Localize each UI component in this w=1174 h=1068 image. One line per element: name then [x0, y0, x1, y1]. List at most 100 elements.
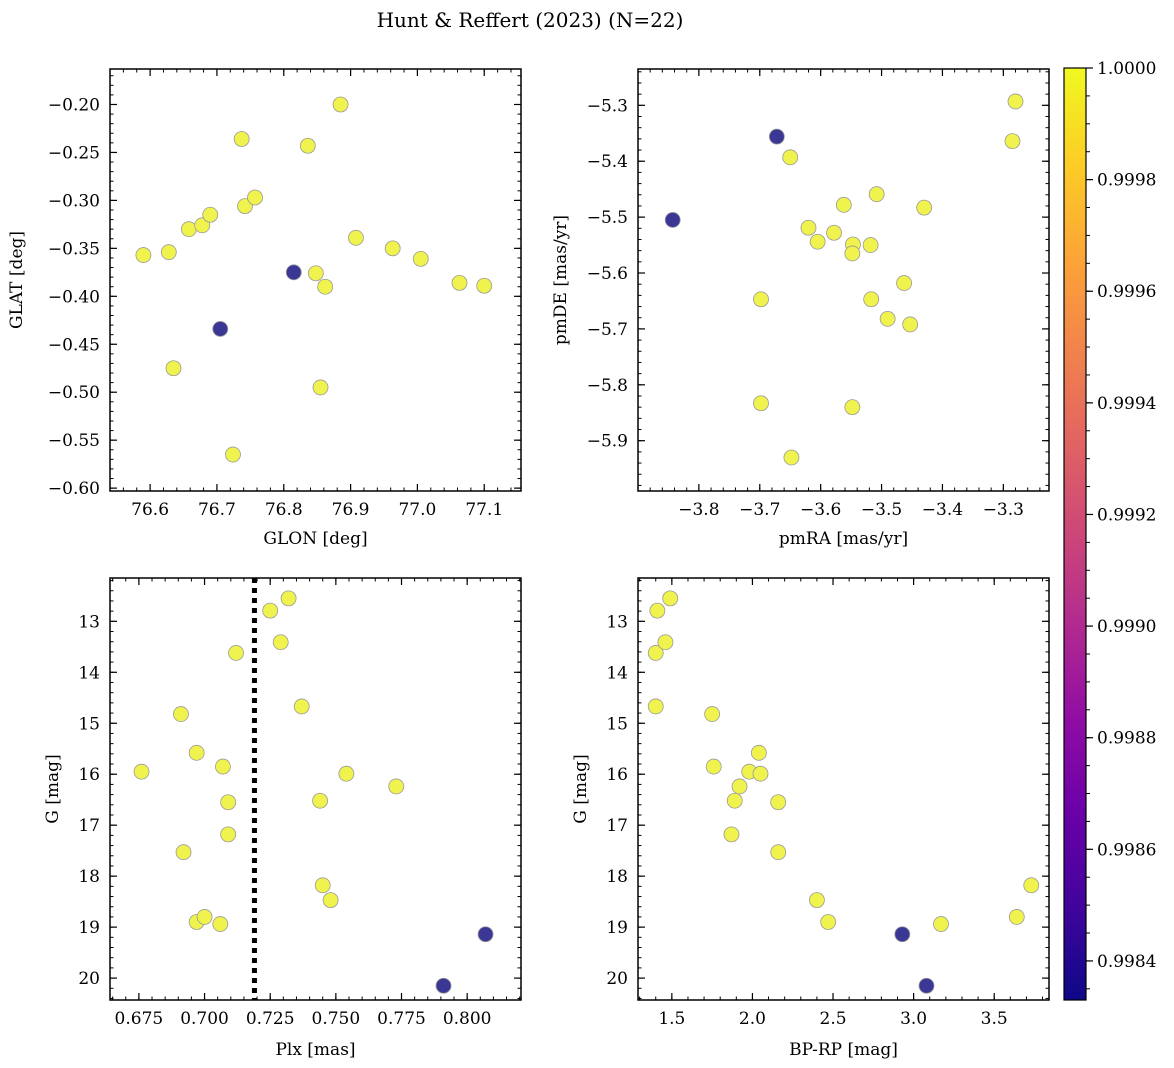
x-tick-label: 77.1	[465, 500, 503, 520]
y-tick-label: 17	[78, 816, 100, 836]
y-tick-label: 19	[606, 918, 628, 938]
y-tick-label: 20	[78, 969, 100, 989]
star-point	[388, 778, 405, 795]
y-tick-label: −0.55	[48, 431, 100, 451]
y-tick-label: 16	[606, 765, 628, 785]
y-tick-label: −5.7	[587, 320, 628, 340]
y-tick-label: −0.40	[48, 287, 100, 307]
panel-bprp-g: 1.5 2.0 2.5 3.0 3.5 13 14 15 16 17 18 19 20 BP-RP [m…	[571, 577, 1050, 1060]
y-tick-label: 17	[606, 816, 628, 836]
x-axis-label: BP-RP [mag]	[789, 1040, 898, 1060]
star-point	[220, 826, 237, 843]
y-axis-label: GLAT [deg]	[7, 231, 27, 329]
star-point	[160, 244, 177, 261]
y-tick-label: −0.30	[48, 191, 100, 211]
star-point	[933, 916, 949, 932]
star-point	[173, 706, 189, 722]
x-tick-label: −3.5	[861, 500, 902, 520]
y-tick-label: 18	[606, 867, 628, 887]
colorbar-tick-label: 0.9990	[1097, 617, 1156, 637]
x-tick-label: 1.5	[658, 1009, 685, 1029]
x-tick-label: 2.5	[820, 1009, 847, 1029]
y-tick-label: 16	[78, 765, 100, 785]
star-point	[299, 137, 316, 154]
star-point	[902, 316, 919, 333]
x-tick-label: 77.0	[398, 500, 436, 520]
colorbar-tick-label: 0.9984	[1097, 952, 1156, 972]
star-point	[647, 645, 664, 661]
star-point	[175, 844, 192, 861]
star-point	[726, 792, 743, 809]
x-tick-label: 2.0	[739, 1009, 766, 1029]
y-tick-label: 14	[78, 663, 100, 683]
y-tick-label: 15	[606, 714, 628, 734]
x-tick-label: 3.5	[981, 1009, 1008, 1029]
star-point	[435, 977, 452, 994]
star-point	[476, 277, 493, 294]
star-point	[731, 778, 748, 795]
star-point	[196, 909, 213, 925]
y-tick-label: −0.35	[48, 239, 100, 259]
panel-glon-glat: 76.6 76.7 76.8 76.9 77.0 77.1 −0.20 −0.25 −0.30 −…	[7, 68, 522, 549]
star-point	[862, 237, 879, 253]
figure-title: Hunt & Reffert (2023) (N=22)	[377, 8, 684, 32]
colorbar-tick-label: 1.0000	[1097, 59, 1156, 79]
star-point	[293, 698, 310, 715]
x-tick-label: 0.775	[377, 1009, 426, 1029]
x-tick-label: −3.7	[739, 500, 780, 520]
colorbar-tick-label: 0.9986	[1097, 840, 1156, 860]
panel-pmra-pmde: −3.8 −3.7 −3.6 −3.5 −3.4 −3.3 −5.3 −5.4 −5.5 −5.6…	[551, 68, 1050, 549]
star-point	[704, 706, 721, 722]
star-point	[280, 590, 297, 607]
y-tick-label: −0.50	[48, 383, 100, 403]
plot-frame	[109, 577, 522, 1001]
plot-frame	[637, 577, 1050, 1001]
star-point	[647, 698, 664, 715]
star-point	[783, 449, 800, 466]
star-point	[412, 250, 429, 267]
colorbar-gradient	[1063, 67, 1087, 1001]
star-point	[844, 245, 861, 262]
star-point	[649, 602, 666, 619]
star-point	[312, 379, 329, 396]
y-axis-label: G [mag]	[43, 754, 63, 823]
star-point	[228, 645, 244, 661]
x-tick-label: 76.9	[332, 500, 370, 520]
colorbar-tick-label: 0.9994	[1097, 394, 1156, 414]
y-tick-label: 20	[606, 969, 628, 989]
star-point	[770, 794, 787, 811]
star-point	[664, 212, 681, 228]
star-point	[348, 229, 364, 246]
x-tick-label: −3.3	[983, 500, 1024, 520]
star-point	[247, 189, 263, 206]
star-point	[188, 744, 205, 761]
x-tick-label: 0.700	[180, 1009, 229, 1029]
star-point	[826, 224, 842, 241]
y-tick-label: 19	[78, 918, 100, 938]
star-point	[477, 926, 494, 943]
y-tick-label: −5.5	[587, 208, 628, 228]
star-point	[1007, 93, 1024, 110]
star-point	[135, 247, 152, 263]
star-point	[451, 274, 468, 291]
star-point	[896, 275, 912, 291]
star-point	[662, 590, 679, 607]
y-tick-label: −5.3	[587, 96, 628, 116]
star-point	[220, 794, 237, 811]
star-point	[752, 765, 769, 782]
star-point	[809, 892, 825, 909]
y-tick-label: −5.9	[587, 432, 628, 452]
plot-frame	[109, 68, 522, 492]
y-tick-label: −0.45	[48, 335, 100, 355]
star-point	[202, 206, 219, 223]
star-point	[657, 634, 674, 651]
x-tick-label: −3.4	[922, 500, 963, 520]
star-point	[215, 758, 231, 775]
y-tick-label: −0.20	[48, 95, 100, 115]
star-point	[225, 446, 241, 463]
star-point	[1023, 877, 1040, 894]
star-point	[317, 278, 334, 295]
star-point	[272, 634, 289, 651]
x-tick-label: 76.7	[198, 500, 236, 520]
